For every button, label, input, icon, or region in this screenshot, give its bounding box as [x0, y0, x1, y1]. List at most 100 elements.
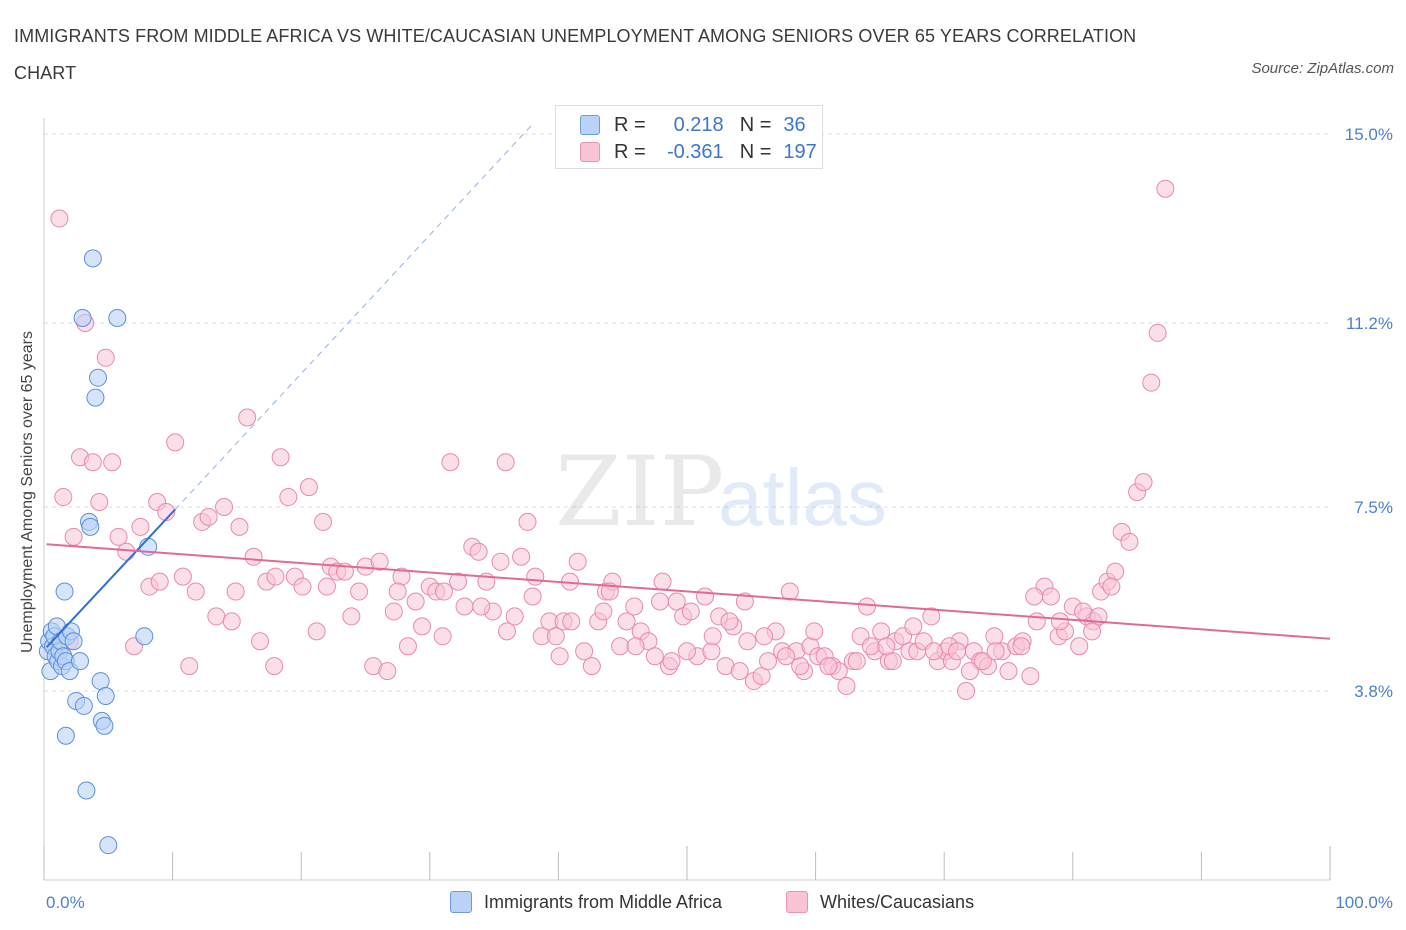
- whites-caucasians-point: [904, 617, 923, 636]
- whites-caucasians-point: [696, 587, 715, 606]
- whites-caucasians-point: [266, 567, 285, 586]
- whites-caucasians-point: [662, 652, 681, 671]
- whites-caucasians-point: [600, 582, 619, 601]
- whites-caucasians-point: [1102, 577, 1121, 596]
- y-tick-labels: 3.8% 7.5% 11.2% 15.0%: [1345, 125, 1393, 701]
- whites-caucasians-point: [173, 567, 192, 586]
- whites-caucasians-point: [1120, 532, 1139, 551]
- whites-caucasians-point: [64, 527, 83, 546]
- whites-caucasians-point: [398, 637, 417, 656]
- immigrants-middle-africa-point: [86, 388, 105, 407]
- whites-caucasians-point: [1142, 373, 1161, 392]
- whites-caucasians-point: [449, 572, 468, 591]
- immigrants-trend-extension: [174, 123, 534, 510]
- whites-caucasians-point: [342, 607, 361, 626]
- legend-row-whites: R = -0.361 N = 197: [580, 139, 817, 165]
- whites-caucasians-point: [491, 552, 510, 571]
- x-tick-labels: 0.0% 100.0%: [46, 893, 1393, 912]
- legend-series-name: Whites/Caucasians: [820, 891, 975, 912]
- whites-caucasians-point: [883, 652, 902, 671]
- whites-caucasians-point: [1074, 602, 1093, 621]
- legend-swatch-blue: [450, 891, 472, 913]
- whites-caucasians-point: [653, 572, 672, 591]
- whites-caucasians-point: [388, 582, 407, 601]
- legend-series-name: Immigrants from Middle Africa: [484, 891, 723, 912]
- whites-caucasians-point: [109, 527, 128, 546]
- whites-caucasians-point: [293, 577, 312, 596]
- whites-caucasians-point: [54, 488, 73, 507]
- immigrants-middle-africa-point: [83, 249, 102, 268]
- whites-caucasians-point: [1021, 667, 1040, 686]
- immigrants-trend-line: [45, 508, 176, 648]
- whites-caucasians-point: [924, 642, 943, 661]
- watermark-zip: ZIP: [555, 436, 724, 548]
- whites-caucasians-point: [752, 667, 771, 686]
- whites-caucasians-point: [226, 582, 245, 601]
- whites-caucasians-point: [180, 657, 199, 676]
- whites-caucasians-point: [472, 597, 491, 616]
- whites-caucasians-point: [131, 517, 150, 536]
- correlation-legend: R = 0.218 N = 36 R = -0.361 N = 197: [555, 105, 823, 169]
- whites-caucasians-point: [645, 647, 664, 666]
- whites-caucasians-point: [957, 682, 976, 701]
- whites-caucasians-point: [650, 592, 669, 611]
- whites-caucasians-point: [103, 453, 122, 472]
- whites-caucasians-point: [279, 488, 298, 507]
- series-legend: Immigrants from Middle Africa Whites/Cau…: [0, 888, 1406, 916]
- immigrants-middle-africa-point: [81, 517, 100, 536]
- whites-caucasians-point: [384, 602, 403, 621]
- whites-caucasians-point: [1070, 637, 1089, 656]
- whites-caucasians-point: [370, 552, 389, 571]
- immigrants-middle-africa-point: [64, 632, 83, 651]
- whites-caucasians-point: [791, 657, 810, 676]
- whites-caucasians-point: [720, 612, 739, 631]
- whites-caucasians-point: [251, 632, 270, 651]
- legend-item-whites[interactable]: Whites/Caucasians: [786, 891, 974, 913]
- whites-caucasians-point: [150, 572, 169, 591]
- whites-caucasians-point: [271, 448, 290, 467]
- whites-caucasians-point: [738, 632, 757, 651]
- whites-caucasians-point: [497, 622, 516, 641]
- immigrants-middle-africa-point: [55, 582, 74, 601]
- whites-caucasians-point: [575, 642, 594, 661]
- immigrants-middle-africa-point: [91, 672, 110, 691]
- legend-r-label: R =: [614, 113, 646, 136]
- whites-caucasians-point: [186, 582, 205, 601]
- whites-caucasians-point: [455, 597, 474, 616]
- whites-caucasians-point: [265, 657, 284, 676]
- whites-caucasians-point: [986, 642, 1005, 661]
- trend-lines: [45, 123, 1331, 648]
- immigrants-middle-africa-point: [108, 309, 127, 328]
- whites-caucasians-point: [922, 607, 941, 626]
- whites-caucasians-point: [777, 647, 796, 666]
- whites-caucasians-point: [244, 547, 263, 566]
- whites-caucasians-point: [702, 642, 721, 661]
- legend-item-immigrants[interactable]: Immigrants from Middle Africa: [450, 891, 722, 913]
- whites-caucasians-point: [406, 592, 425, 611]
- immigrants-middle-africa-point: [73, 309, 92, 328]
- whites-caucasians-point: [973, 652, 992, 671]
- y-tick-label: 11.2%: [1346, 314, 1393, 333]
- immigrants-middle-africa-points: [38, 249, 158, 855]
- whites-caucasians-point: [1041, 587, 1060, 606]
- whites-caucasians-point: [759, 652, 778, 671]
- whites-caucasians-point: [626, 637, 645, 656]
- whites-caucasians-point: [948, 642, 967, 661]
- whites-caucasians-point: [317, 577, 336, 596]
- whites-caucasians-point: [546, 627, 565, 646]
- whites-caucasians-point: [199, 507, 218, 526]
- immigrants-middle-africa-point: [89, 368, 108, 387]
- whites-caucasians-point: [625, 597, 644, 616]
- whites-caucasians-point: [512, 547, 531, 566]
- whites-caucasians-point: [611, 637, 630, 656]
- whites-caucasians-point: [434, 582, 453, 601]
- legend-n-label: N =: [739, 113, 772, 136]
- whites-caucasians-point: [207, 607, 226, 626]
- whites-caucasians-point: [238, 408, 257, 427]
- whites-caucasians-point: [90, 493, 109, 512]
- whites-caucasians-point: [847, 652, 866, 671]
- whites-caucasians-point: [819, 657, 838, 676]
- immigrants-middle-africa-point: [96, 686, 115, 705]
- watermark: ZIP atlas: [555, 436, 887, 548]
